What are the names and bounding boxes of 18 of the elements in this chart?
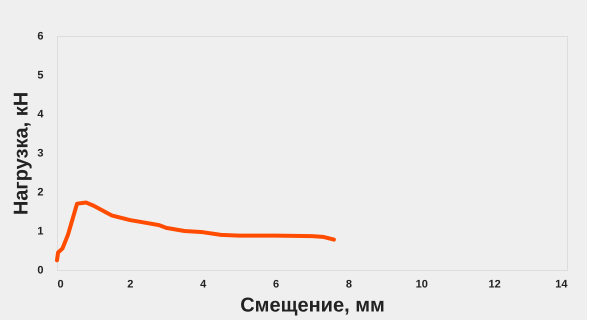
x-axis-title: Смещение, мм bbox=[240, 294, 385, 316]
y-tick-label: 2 bbox=[37, 186, 44, 198]
x-tick-label: 0 bbox=[58, 278, 64, 290]
x-tick-label: 12 bbox=[488, 278, 501, 290]
y-tick-label: 4 bbox=[37, 108, 44, 120]
y-tick-label: 5 bbox=[37, 70, 44, 82]
y-tick-label: 3 bbox=[37, 148, 44, 160]
y-tick-label: 0 bbox=[37, 264, 44, 276]
x-tick-label: 6 bbox=[273, 278, 280, 290]
y-axis-title: Нагрузка, кН bbox=[10, 92, 32, 216]
line-series bbox=[55, 200, 336, 262]
y-tick-label: 6 bbox=[37, 30, 44, 42]
x-tick-label: 4 bbox=[200, 278, 208, 290]
y-tick-label: 1 bbox=[37, 226, 44, 238]
x-tick-label: 14 bbox=[555, 278, 568, 290]
x-tick-label: 2 bbox=[127, 278, 134, 290]
x-tick-label: 10 bbox=[416, 278, 428, 290]
x-tick-label: 8 bbox=[346, 278, 352, 290]
